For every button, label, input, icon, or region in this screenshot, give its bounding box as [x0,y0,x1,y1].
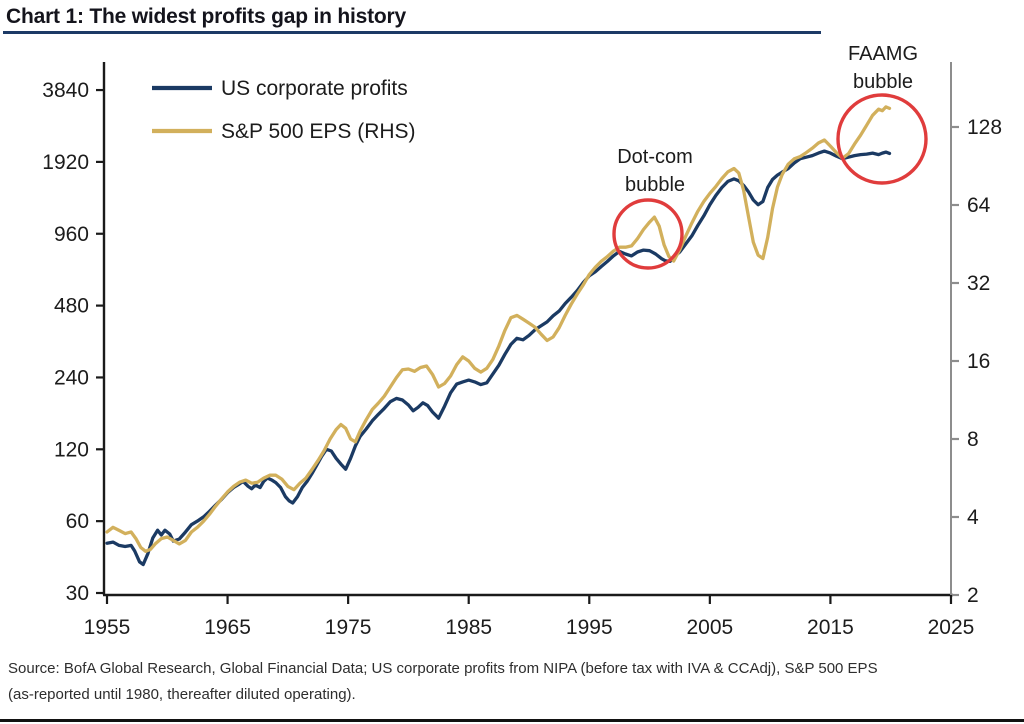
annotation-circle [836,93,928,185]
x-axis-tick-label: 1995 [566,616,613,639]
left-axis-tick-label: 1920 [42,151,89,174]
source-text-line-1: Source: BofA Global Research, Global Fin… [8,660,878,677]
right-axis-tick-label: 4 [967,506,979,529]
profits-chart: 3840 1920 960 480 240 120 60 30 128 64 32 16 8 4 2 1955… [42,43,1002,639]
right-axis-tick-label: 8 [967,428,979,451]
left-axis-tick-label: 120 [54,438,89,461]
annotation-text: bubble [625,174,685,196]
left-axis-tick-label: 3840 [42,79,89,102]
source-text-line-2: (as-reported until 1980, thereafter dilu… [8,686,356,703]
right-axis-tick-label: 32 [967,272,990,295]
annotation-text: FAAMG [848,43,918,65]
series-line-s-p-500-eps-rhs- [105,105,892,553]
x-axis-tick-label: 2005 [686,616,733,639]
legend-label: S&P 500 EPS (RHS) [221,120,416,143]
x-axis-tick-label: 1975 [325,616,372,639]
source-text: Source: BofA Global Research, Global Fin… [8,656,1008,708]
right-axis-tick-label: 2 [967,584,979,607]
annotation-text: bubble [853,71,913,93]
legend-label: US corporate profits [221,77,408,100]
title-underline [3,31,821,34]
right-axis-tick-label: 128 [967,116,1002,139]
window-bottom-border [0,719,1024,722]
annotation-text: Dot-com [617,146,693,168]
x-axis-tick-label: 1965 [204,616,251,639]
x-axis-tick-label: 1955 [84,616,131,639]
x-axis-tick-label: 2025 [928,616,975,639]
left-axis-tick-label: 240 [54,366,89,389]
annotation-circle [612,198,684,270]
left-axis-tick-label: 960 [54,223,89,246]
left-axis-tick-label: 60 [66,510,89,533]
x-axis-tick-label: 1985 [445,616,492,639]
left-axis-tick-label: 480 [54,295,89,318]
right-axis-tick-label: 16 [967,350,990,373]
page-title: Chart 1: The widest profits gap in histo… [6,5,406,28]
right-axis-tick-label: 64 [967,194,991,217]
left-axis-tick-label: 30 [66,582,89,605]
x-axis-tick-label: 2015 [807,616,854,639]
